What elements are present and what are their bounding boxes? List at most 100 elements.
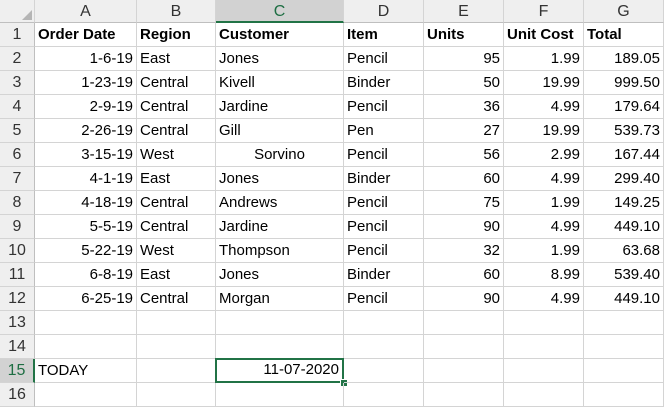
cell-a7[interactable]: 4-1-19 bbox=[35, 167, 137, 191]
cell-b16[interactable] bbox=[137, 383, 216, 407]
cell-c3[interactable]: Kivell bbox=[216, 71, 344, 95]
cell-g11[interactable]: 539.40 bbox=[584, 263, 664, 287]
cell-a5[interactable]: 2-26-19 bbox=[35, 119, 137, 143]
cell-d13[interactable] bbox=[344, 311, 424, 335]
cell-c12[interactable]: Morgan bbox=[216, 287, 344, 311]
cell-d12[interactable]: Pencil bbox=[344, 287, 424, 311]
cell-g3[interactable]: 999.50 bbox=[584, 71, 664, 95]
cell-a3[interactable]: 1-23-19 bbox=[35, 71, 137, 95]
cell-e11[interactable]: 60 bbox=[424, 263, 504, 287]
cell-e3[interactable]: 50 bbox=[424, 71, 504, 95]
cell-g10[interactable]: 63.68 bbox=[584, 239, 664, 263]
row-header-14[interactable]: 14 bbox=[0, 335, 35, 359]
cell-f5[interactable]: 19.99 bbox=[504, 119, 584, 143]
cell-f14[interactable] bbox=[504, 335, 584, 359]
row-header-16[interactable]: 16 bbox=[0, 383, 35, 407]
cell-c13[interactable] bbox=[216, 311, 344, 335]
cell-a11[interactable]: 6-8-19 bbox=[35, 263, 137, 287]
cell-e14[interactable] bbox=[424, 335, 504, 359]
cell-f4[interactable]: 4.99 bbox=[504, 95, 584, 119]
cell-d1[interactable]: Item bbox=[344, 23, 424, 47]
cell-b1[interactable]: Region bbox=[137, 23, 216, 47]
row-header-7[interactable]: 7 bbox=[0, 167, 35, 191]
cell-d11[interactable]: Binder bbox=[344, 263, 424, 287]
row-header-2[interactable]: 2 bbox=[0, 47, 35, 71]
cell-f12[interactable]: 4.99 bbox=[504, 287, 584, 311]
cell-e12[interactable]: 90 bbox=[424, 287, 504, 311]
cell-b7[interactable]: East bbox=[137, 167, 216, 191]
row-header-4[interactable]: 4 bbox=[0, 95, 35, 119]
cell-e5[interactable]: 27 bbox=[424, 119, 504, 143]
cell-b4[interactable]: Central bbox=[137, 95, 216, 119]
cell-b8[interactable]: Central bbox=[137, 191, 216, 215]
row-header-6[interactable]: 6 bbox=[0, 143, 35, 167]
column-header-g[interactable]: G bbox=[584, 0, 664, 23]
cell-f11[interactable]: 8.99 bbox=[504, 263, 584, 287]
cell-b5[interactable]: Central bbox=[137, 119, 216, 143]
cell-d16[interactable] bbox=[344, 383, 424, 407]
cell-c2[interactable]: Jones bbox=[216, 47, 344, 71]
cell-b14[interactable] bbox=[137, 335, 216, 359]
cell-e2[interactable]: 95 bbox=[424, 47, 504, 71]
row-header-11[interactable]: 11 bbox=[0, 263, 35, 287]
cell-d3[interactable]: Binder bbox=[344, 71, 424, 95]
cell-g13[interactable] bbox=[584, 311, 664, 335]
cell-g14[interactable] bbox=[584, 335, 664, 359]
cell-e10[interactable]: 32 bbox=[424, 239, 504, 263]
column-header-a[interactable]: A bbox=[35, 0, 137, 23]
cell-e7[interactable]: 60 bbox=[424, 167, 504, 191]
column-header-b[interactable]: B bbox=[137, 0, 216, 23]
cell-d2[interactable]: Pencil bbox=[344, 47, 424, 71]
cell-e9[interactable]: 90 bbox=[424, 215, 504, 239]
row-header-1[interactable]: 1 bbox=[0, 23, 35, 47]
cell-e16[interactable] bbox=[424, 383, 504, 407]
cell-d5[interactable]: Pen bbox=[344, 119, 424, 143]
cell-f6[interactable]: 2.99 bbox=[504, 143, 584, 167]
cell-d14[interactable] bbox=[344, 335, 424, 359]
cell-c7[interactable]: Jones bbox=[216, 167, 344, 191]
cell-g4[interactable]: 179.64 bbox=[584, 95, 664, 119]
cell-a15[interactable]: TODAY bbox=[35, 359, 137, 383]
row-header-5[interactable]: 5 bbox=[0, 119, 35, 143]
cell-a9[interactable]: 5-5-19 bbox=[35, 215, 137, 239]
cell-g9[interactable]: 449.10 bbox=[584, 215, 664, 239]
cell-g2[interactable]: 189.05 bbox=[584, 47, 664, 71]
cell-c9[interactable]: Jardine bbox=[216, 215, 344, 239]
cell-g12[interactable]: 449.10 bbox=[584, 287, 664, 311]
select-all-button[interactable] bbox=[0, 0, 35, 23]
cell-d8[interactable]: Pencil bbox=[344, 191, 424, 215]
cell-d15[interactable] bbox=[344, 359, 424, 383]
row-header-13[interactable]: 13 bbox=[0, 311, 35, 335]
cell-c1[interactable]: Customer bbox=[216, 23, 344, 47]
row-header-9[interactable]: 9 bbox=[0, 215, 35, 239]
cell-a1[interactable]: Order Date bbox=[35, 23, 137, 47]
cell-d6[interactable]: Pencil bbox=[344, 143, 424, 167]
cell-g16[interactable] bbox=[584, 383, 664, 407]
cell-c11[interactable]: Jones bbox=[216, 263, 344, 287]
cell-b2[interactable]: East bbox=[137, 47, 216, 71]
column-header-d[interactable]: D bbox=[344, 0, 424, 23]
cell-g7[interactable]: 299.40 bbox=[584, 167, 664, 191]
cell-c15[interactable]: 11-07-2020 bbox=[215, 358, 344, 383]
cell-c5[interactable]: Gill bbox=[216, 119, 344, 143]
row-header-15[interactable]: 15 bbox=[0, 359, 35, 383]
row-header-10[interactable]: 10 bbox=[0, 239, 35, 263]
cell-c6[interactable]: Sorvino bbox=[216, 143, 344, 167]
cell-b6[interactable]: West bbox=[137, 143, 216, 167]
cell-e15[interactable] bbox=[424, 359, 504, 383]
cell-e1[interactable]: Units bbox=[424, 23, 504, 47]
cell-b15[interactable] bbox=[137, 359, 216, 383]
cell-g5[interactable]: 539.73 bbox=[584, 119, 664, 143]
cell-c14[interactable] bbox=[216, 335, 344, 359]
cell-c8[interactable]: Andrews bbox=[216, 191, 344, 215]
cell-a10[interactable]: 5-22-19 bbox=[35, 239, 137, 263]
cell-g6[interactable]: 167.44 bbox=[584, 143, 664, 167]
cell-e4[interactable]: 36 bbox=[424, 95, 504, 119]
cell-f3[interactable]: 19.99 bbox=[504, 71, 584, 95]
cell-g15[interactable] bbox=[584, 359, 664, 383]
column-header-e[interactable]: E bbox=[424, 0, 504, 23]
cell-a13[interactable] bbox=[35, 311, 137, 335]
fill-handle[interactable] bbox=[340, 379, 348, 387]
cell-f7[interactable]: 4.99 bbox=[504, 167, 584, 191]
cell-c16[interactable] bbox=[216, 383, 344, 407]
